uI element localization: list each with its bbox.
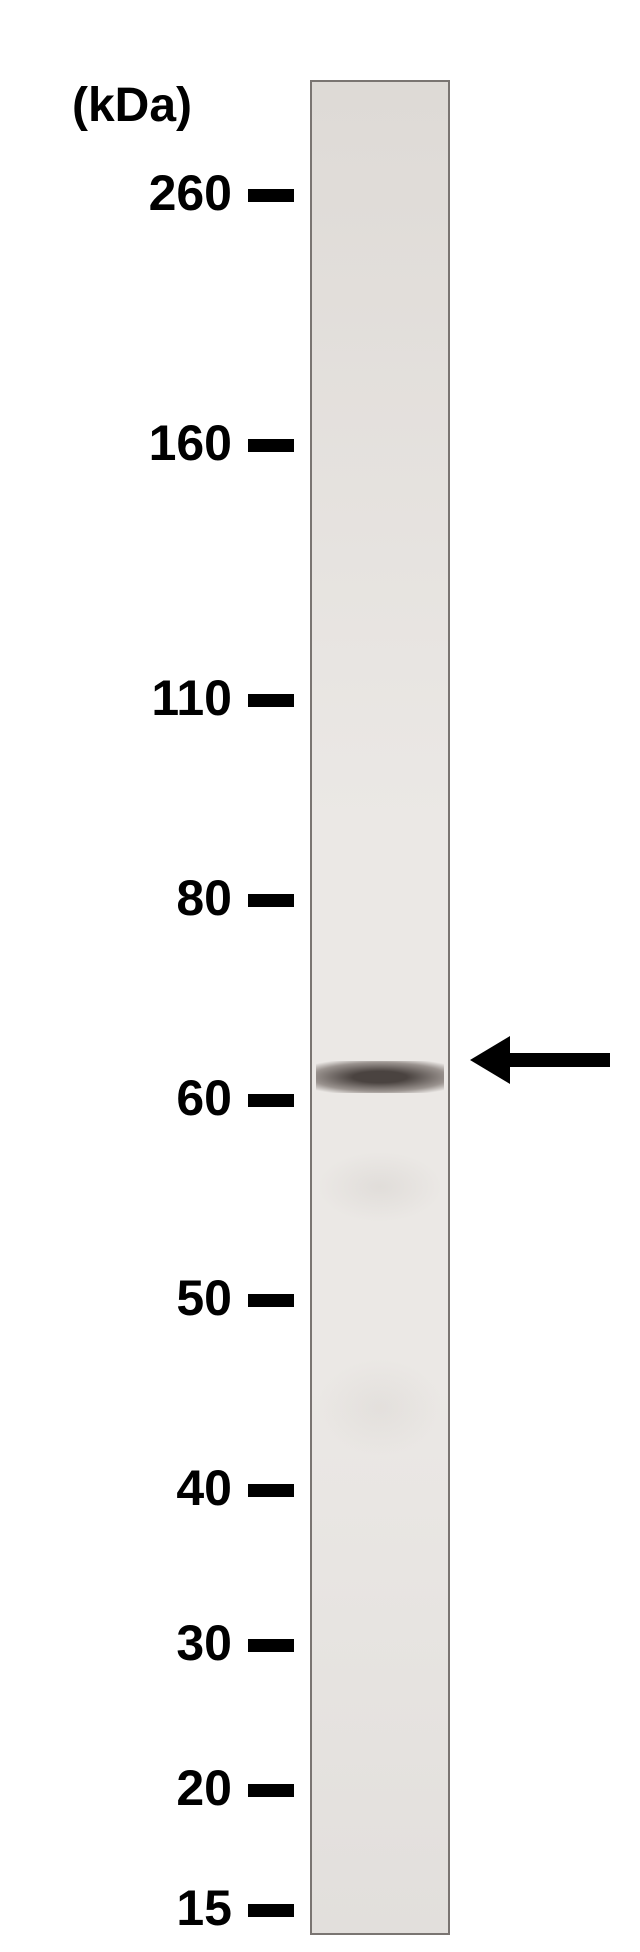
arrow-line — [510, 1053, 610, 1067]
lane-smudge — [320, 1352, 440, 1462]
lane-smudge — [320, 1147, 440, 1227]
marker-label: 260 — [82, 164, 232, 222]
marker-label: 50 — [82, 1269, 232, 1327]
marker-tick — [248, 439, 294, 452]
marker-tick — [248, 189, 294, 202]
marker-label: 15 — [82, 1879, 232, 1937]
marker-label: 160 — [82, 414, 232, 472]
unit-label: (kDa) — [72, 78, 192, 133]
marker-tick — [248, 1639, 294, 1652]
blot-lane — [310, 80, 450, 1935]
marker-tick — [248, 1904, 294, 1917]
marker-tick — [248, 694, 294, 707]
marker-label: 20 — [82, 1759, 232, 1817]
marker-tick — [248, 1484, 294, 1497]
marker-tick — [248, 1784, 294, 1797]
marker-label: 30 — [82, 1614, 232, 1672]
protein-band — [316, 1061, 444, 1093]
western-blot-figure: (kDa) 260 160 110 80 60 50 40 30 20 15 — [0, 0, 640, 1952]
marker-tick — [248, 1094, 294, 1107]
arrow-head-icon — [470, 1036, 510, 1084]
marker-label: 40 — [82, 1459, 232, 1517]
marker-label: 80 — [82, 869, 232, 927]
marker-tick — [248, 1294, 294, 1307]
marker-label: 110 — [82, 669, 232, 727]
marker-tick — [248, 894, 294, 907]
marker-label: 60 — [82, 1069, 232, 1127]
